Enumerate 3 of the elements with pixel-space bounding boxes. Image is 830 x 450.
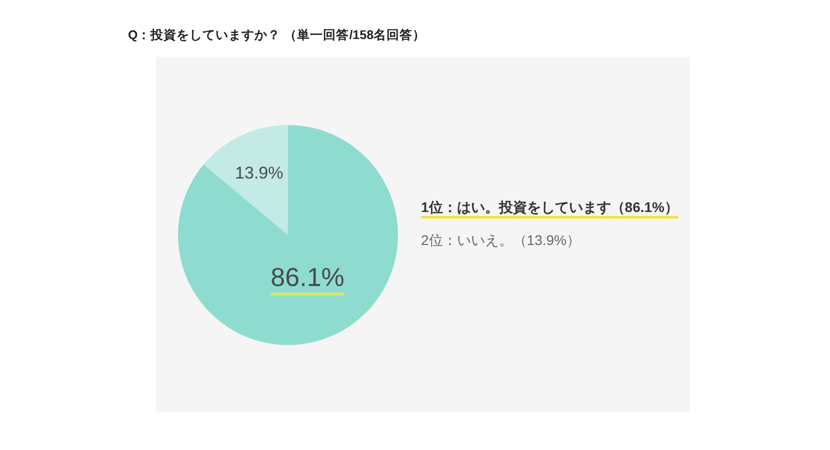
annotation: 2位：いいえ。（13.9%） xyxy=(421,232,580,248)
annotation: 1位：はい。投資をしています（86.1%） xyxy=(421,199,678,215)
title: Q：投資をしていますか？ （単一回答/158名回答） xyxy=(128,28,426,42)
